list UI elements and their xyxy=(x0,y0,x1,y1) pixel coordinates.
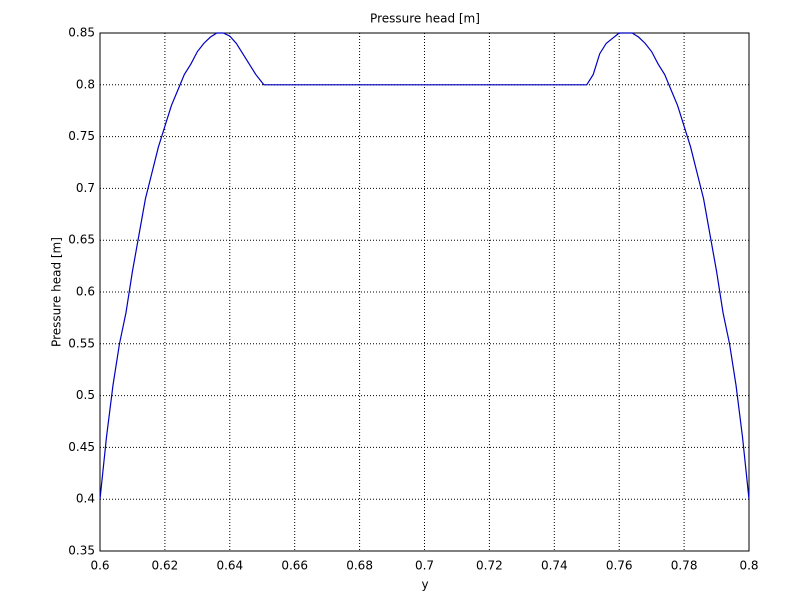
x-tick-label: 0.74 xyxy=(541,559,568,573)
x-tick-label: 0.68 xyxy=(346,559,373,573)
y-tick-label: 0.45 xyxy=(68,440,95,454)
x-tick-label: 0.64 xyxy=(216,559,243,573)
y-tick-label: 0.6 xyxy=(76,285,95,299)
data-line xyxy=(99,32,750,500)
y-tick-label: 0.8 xyxy=(76,77,95,91)
x-tick-label: 0.7 xyxy=(415,559,434,573)
x-tick-label: 0.6 xyxy=(90,559,109,573)
y-tick-label: 0.7 xyxy=(76,181,95,195)
plot-frame xyxy=(99,32,750,552)
y-tick-label: 0.85 xyxy=(68,26,95,40)
y-tick-label: 0.55 xyxy=(68,336,95,350)
chart-title: Pressure head [m] xyxy=(370,12,480,26)
x-tick-label: 0.8 xyxy=(739,559,758,573)
x-tick-label: 0.62 xyxy=(152,559,179,573)
y-tick-label: 0.5 xyxy=(76,388,95,402)
y-tick-label: 0.35 xyxy=(68,544,95,558)
x-tick-label: 0.78 xyxy=(671,559,698,573)
x-tick-label: 0.76 xyxy=(606,559,633,573)
y-tick-label: 0.65 xyxy=(68,233,95,247)
x-axis-label: y xyxy=(421,578,428,592)
y-tick-label: 0.4 xyxy=(76,492,95,506)
x-tick-label: 0.72 xyxy=(476,559,503,573)
y-axis-label: Pressure head [m] xyxy=(50,237,64,347)
y-tick-label: 0.75 xyxy=(68,129,95,143)
x-tick-label: 0.66 xyxy=(281,559,308,573)
